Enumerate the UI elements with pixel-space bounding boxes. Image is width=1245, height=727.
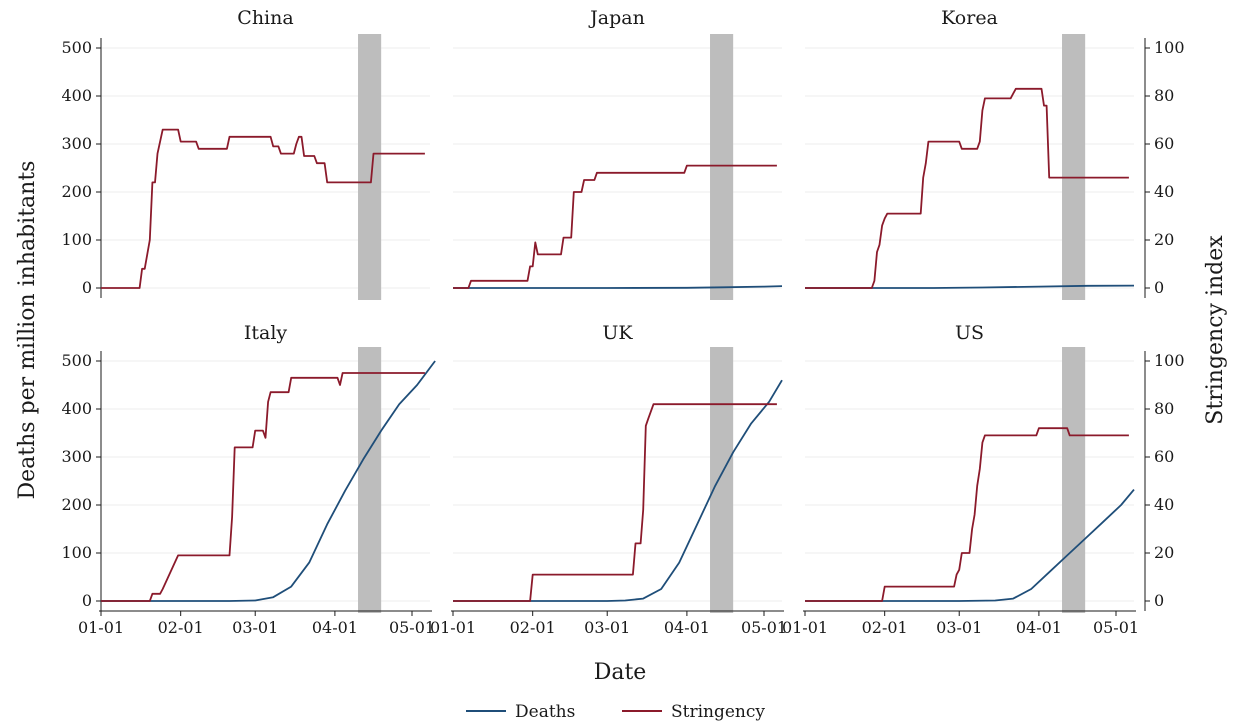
- x-tick-label: 03-01: [232, 618, 278, 637]
- shaded-period: [710, 34, 734, 300]
- y-tick-label-right: 100: [1154, 351, 1185, 370]
- y-tick-label-left: 500: [61, 351, 92, 370]
- stringency-line: [805, 427, 1129, 602]
- x-tick-label: 05-01: [1093, 618, 1139, 637]
- panel-japan: Japan: [453, 7, 783, 300]
- legend-stringency-label: Stringency: [671, 702, 765, 722]
- panel-korea: Korea 0 20 40 60 80 100: [805, 7, 1185, 300]
- y-tick-label-left: 300: [61, 447, 92, 466]
- panel-china: China 0 100 200 300 400 500: [61, 7, 430, 300]
- x-tick-label: 05-01: [389, 618, 435, 637]
- y-tick-label-left: 300: [61, 134, 92, 153]
- y-tick-label-left: 100: [61, 543, 92, 562]
- y-tick-label-left: 0: [82, 591, 92, 610]
- x-tick-label: 01-01: [782, 618, 828, 637]
- panel-us: US 01-01 02-01 03-01 04-01 05-01 0 20 40 60 80 100: [782, 322, 1185, 637]
- y-tick-label-right: 80: [1154, 86, 1174, 105]
- shaded-period: [358, 34, 382, 300]
- y-axis-title-left: Deaths per million inhabitants: [15, 161, 40, 500]
- stringency-line: [805, 87, 1129, 289]
- x-tick-label: 02-01: [158, 618, 204, 637]
- x-tick-label: 05-01: [741, 618, 787, 637]
- x-tick-label: 02-01: [510, 618, 556, 637]
- x-tick-label: 01-01: [430, 618, 476, 637]
- deaths-line: [101, 360, 436, 602]
- panel-title: US: [955, 322, 984, 344]
- panel-title: China: [237, 7, 293, 29]
- y-tick-label-right: 80: [1154, 399, 1174, 418]
- shaded-period: [1062, 34, 1086, 300]
- x-tick-label: 04-01: [312, 618, 358, 637]
- y-tick-label-left: 400: [61, 86, 92, 105]
- y-tick-label-left: 500: [61, 38, 92, 57]
- y-axis-title-right: Stringency index: [1203, 235, 1228, 425]
- shaded-period: [358, 347, 382, 613]
- y-tick-label-left: 400: [61, 399, 92, 418]
- y-tick-label-left: 200: [61, 182, 92, 201]
- y-tick-label-left: 200: [61, 495, 92, 514]
- y-tick-label-right: 20: [1154, 543, 1174, 562]
- shaded-period: [1062, 347, 1086, 613]
- x-tick-label: 04-01: [664, 618, 710, 637]
- y-tick-label-right: 40: [1154, 495, 1174, 514]
- y-tick-label-left: 0: [82, 278, 92, 297]
- legend-deaths-label: Deaths: [515, 702, 575, 722]
- x-tick-label: 02-01: [862, 618, 908, 637]
- x-axis-title: Date: [594, 660, 647, 685]
- panel-title: Italy: [244, 322, 288, 344]
- y-tick-label-left: 100: [61, 230, 92, 249]
- panel-italy: Italy 01-01 02-01 03-01 04-01 05-01 0 100 200 300…: [61, 322, 436, 637]
- stringency-line: [453, 403, 777, 602]
- y-tick-label-right: 60: [1154, 447, 1174, 466]
- y-tick-label-right: 40: [1154, 182, 1174, 201]
- panel-uk: UK 01-01 02-01 03-01 04-01 05-01: [430, 322, 787, 637]
- stringency-line: [101, 128, 425, 289]
- y-tick-label-right: 100: [1154, 38, 1185, 57]
- deaths-line: [453, 379, 783, 602]
- stringency-line: [101, 372, 425, 602]
- deaths-line: [805, 489, 1135, 602]
- shaded-period: [710, 347, 734, 613]
- y-tick-label-right: 0: [1154, 591, 1164, 610]
- y-tick-label-right: 20: [1154, 230, 1174, 249]
- y-tick-label-right: 0: [1154, 278, 1164, 297]
- x-tick-label: 04-01: [1016, 618, 1062, 637]
- deaths-line: [805, 284, 1135, 289]
- legend: Deaths Stringency: [466, 702, 765, 722]
- x-tick-label: 03-01: [584, 618, 630, 637]
- stringency-line: [453, 164, 777, 289]
- deaths-line: [453, 285, 783, 289]
- x-tick-label: 01-01: [78, 618, 124, 637]
- panel-title: UK: [602, 322, 633, 344]
- y-tick-label-right: 60: [1154, 134, 1174, 153]
- panel-title: Korea: [941, 7, 998, 29]
- panel-title: Japan: [588, 7, 645, 29]
- x-tick-label: 03-01: [936, 618, 982, 637]
